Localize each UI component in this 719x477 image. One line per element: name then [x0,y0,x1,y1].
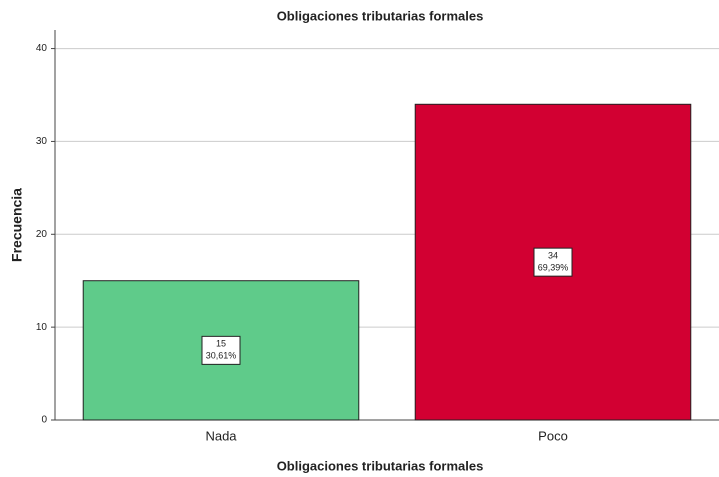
chart-title: Obligaciones tributarias formales [277,8,484,23]
data-label-box [201,335,241,365]
x-tick-label: Nada [205,428,237,443]
y-tick-label: 40 [36,43,48,54]
data-label-box [533,247,573,277]
y-tick-label: 0 [41,415,47,426]
percentage-label: 30,61% [206,351,237,361]
x-tick-label: Poco [538,428,568,443]
y-tick-label: 10 [36,322,48,333]
y-tick-label: 20 [36,229,48,240]
x-axis-label: Obligaciones tributarias formales [277,458,484,473]
data-label: 15 [216,339,226,349]
percentage-label: 69,39% [538,263,569,273]
y-tick-label: 30 [36,136,48,147]
bar [414,103,692,421]
y-axis-label: Frecuencia [9,188,25,262]
data-label: 34 [548,251,558,261]
